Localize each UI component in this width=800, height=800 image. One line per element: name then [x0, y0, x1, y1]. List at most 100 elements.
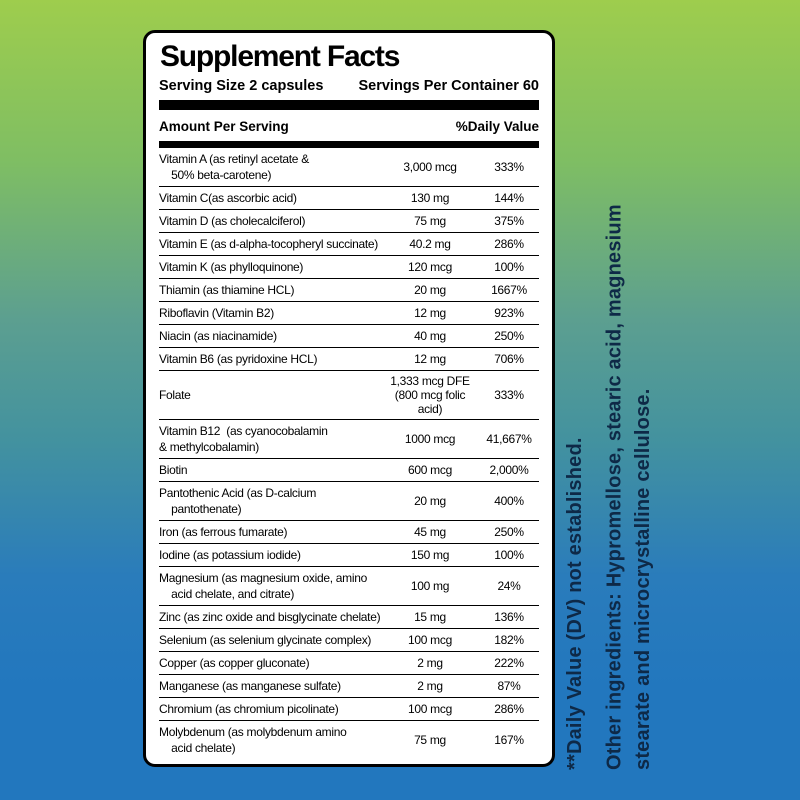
nutrient-row: Zinc (as zinc oxide and bisglycinate che… — [159, 605, 539, 628]
nutrient-amount: 100 mg — [410, 579, 450, 594]
nutrient-name: Vitamin K (as phylloquinone) — [159, 260, 304, 275]
nutrient-row: Magnesium (as magnesium oxide, amino aci… — [159, 566, 539, 605]
nutrient-daily-value: 250% — [494, 329, 524, 344]
servings-per-container-text: Servings Per Container 60 — [358, 78, 539, 95]
nutrient-daily-value: 2,000% — [489, 463, 529, 478]
nutrient-amount: 1,333 mcg DFE (800 mcg folic acid) — [390, 374, 470, 417]
nutrient-amount: 75 mg — [414, 214, 446, 229]
thick-divider-bar — [159, 100, 539, 111]
nutrient-row: Selenium (as selenium glycinate complex)… — [159, 628, 539, 651]
nutrient-amount: 2 mg — [417, 679, 443, 694]
nutrient-name: Thiamin (as thiamine HCL) — [159, 283, 295, 298]
nutrient-daily-value: 222% — [494, 656, 524, 671]
nutrient-daily-value: 24% — [497, 579, 521, 594]
nutrient-name: Chromium (as chromium picolinate) — [159, 702, 339, 717]
nutrient-daily-value: 333% — [494, 160, 524, 175]
nutrient-name: Iodine (as potassium iodide) — [159, 548, 301, 563]
nutrient-amount: 12 mg — [414, 306, 446, 321]
nutrient-daily-value: 136% — [494, 610, 524, 625]
nutrient-daily-value: 286% — [494, 702, 524, 717]
table-header-row: Amount Per Serving %Daily Value — [159, 118, 539, 137]
nutrient-daily-value: 100% — [494, 260, 524, 275]
nutrient-row: Iron (as ferrous fumarate) 45 mg 250% — [159, 520, 539, 543]
nutrient-amount: 1000 mcg — [404, 432, 456, 447]
serving-info-row: Serving Size 2 capsules Servings Per Con… — [159, 78, 539, 94]
nutrient-row: Biotin 600 mcg 2,000% — [159, 458, 539, 481]
nutrient-name: Vitamin E (as d-alpha-tocopheryl succina… — [159, 237, 378, 252]
daily-value-footnote: **Daily Value (DV) not established. — [564, 437, 586, 770]
daily-value-header: %Daily Value — [455, 119, 539, 135]
nutrient-row: Pantothenic Acid (as D-calcium pantothen… — [159, 481, 539, 520]
nutrient-daily-value: 400% — [494, 494, 524, 509]
nutrient-daily-value: 167% — [494, 733, 524, 748]
side-notes: **Daily Value (DV) not established. Othe… — [561, 24, 676, 770]
nutrient-daily-value: 100% — [494, 548, 524, 563]
nutrient-row: Folate 1,333 mcg DFE (800 mcg folic acid… — [159, 370, 539, 419]
nutrient-row: Niacin (as niacinamide) 40 mg 250% — [159, 324, 539, 347]
nutrient-row: Chromium (as chromium picolinate) 100 mc… — [159, 697, 539, 720]
nutrient-daily-value: 706% — [494, 352, 524, 367]
nutrient-daily-value: 41,667% — [486, 432, 532, 447]
nutrient-name: Zinc (as zinc oxide and bisglycinate che… — [159, 610, 381, 625]
nutrient-daily-value: 375% — [494, 214, 524, 229]
nutrient-amount: 12 mg — [414, 352, 446, 367]
nutrient-amount: 600 mcg — [408, 463, 452, 478]
nutrient-row: Vitamin C(as ascorbic acid) 130 mg 144% — [159, 186, 539, 209]
nutrient-row: Riboflavin (Vitamin B2) 12 mg 923% — [159, 301, 539, 324]
nutrient-amount: 120 mcg — [408, 260, 452, 275]
nutrient-row: Vitamin D (as cholecalciferol) 75 mg 375… — [159, 209, 539, 232]
nutrient-daily-value: 286% — [494, 237, 524, 252]
nutrient-amount: 100 mcg — [408, 702, 452, 717]
nutrient-name: Vitamin B6 (as pyridoxine HCL) — [159, 352, 318, 367]
nutrient-amount: 40.2 mg — [409, 237, 451, 252]
nutrient-daily-value: 87% — [497, 679, 521, 694]
nutrient-name: Iron (as ferrous fumarate) — [159, 525, 288, 540]
nutrient-name: Biotin — [159, 463, 188, 478]
nutrient-row: Vitamin B6 (as pyridoxine HCL) 12 mg 706… — [159, 347, 539, 370]
nutrient-amount: 3,000 mcg — [403, 160, 457, 175]
nutrient-row: Iodine (as potassium iodide) 150 mg 100% — [159, 543, 539, 566]
nutrient-row: Manganese (as manganese sulfate) 2 mg 87… — [159, 674, 539, 697]
nutrient-daily-value: 923% — [494, 306, 524, 321]
nutrient-row: Vitamin E (as d-alpha-tocopheryl succina… — [159, 232, 539, 255]
nutrient-amount: 20 mg — [414, 494, 446, 509]
medium-divider-bar — [159, 141, 539, 149]
nutrient-daily-value: 1667% — [491, 283, 527, 298]
supplement-facts-panel: Supplement Facts Serving Size 2 capsules… — [143, 30, 555, 767]
nutrient-name: Molybdenum (as molybdenum amino acid che… — [159, 725, 347, 756]
nutrient-amount: 100 mcg — [408, 633, 452, 648]
nutrient-name: Vitamin C(as ascorbic acid) — [159, 191, 297, 206]
nutrient-amount: 40 mg — [414, 329, 446, 344]
nutrient-amount: 15 mg — [414, 610, 446, 625]
nutrient-name: Folate — [159, 388, 191, 403]
nutrient-row: Vitamin K (as phylloquinone) 120 mcg 100… — [159, 255, 539, 278]
nutrient-amount: 2 mg — [417, 656, 443, 671]
nutrient-row: Vitamin B12 (as cyanocobalamin & methylc… — [159, 419, 539, 458]
nutrient-amount: 75 mg — [414, 733, 446, 748]
nutrient-name: Niacin (as niacinamide) — [159, 329, 277, 344]
serving-size-text: Serving Size 2 capsules — [159, 78, 324, 95]
nutrient-row: Molybdenum (as molybdenum amino acid che… — [159, 720, 539, 759]
nutrient-name: Vitamin D (as cholecalciferol) — [159, 214, 306, 229]
nutrient-name: Riboflavin (Vitamin B2) — [159, 306, 274, 321]
nutrient-name: Manganese (as manganese sulfate) — [159, 679, 341, 694]
nutrient-name: Magnesium (as magnesium oxide, amino aci… — [159, 571, 367, 602]
nutrient-row: Vitamin A (as retinyl acetate & 50% beta… — [159, 148, 539, 186]
nutrient-daily-value: 182% — [494, 633, 524, 648]
nutrient-amount: 130 mg — [410, 191, 450, 206]
nutrient-daily-value: 250% — [494, 525, 524, 540]
nutrient-name: Selenium (as selenium glycinate complex) — [159, 633, 372, 648]
nutrient-name: Vitamin A (as retinyl acetate & 50% beta… — [159, 152, 309, 183]
nutrient-table: Vitamin A (as retinyl acetate & 50% beta… — [159, 148, 539, 759]
nutrient-daily-value: 333% — [494, 388, 524, 403]
nutrient-name: Copper (as copper gluconate) — [159, 656, 310, 671]
nutrient-name: Vitamin B12 (as cyanocobalamin & methylc… — [159, 424, 328, 455]
nutrient-name: Pantothenic Acid (as D-calcium pantothen… — [159, 486, 317, 517]
nutrient-amount: 150 mg — [410, 548, 450, 563]
amount-per-serving-header: Amount Per Serving — [159, 119, 289, 135]
nutrient-daily-value: 144% — [494, 191, 524, 206]
nutrient-row: Copper (as copper gluconate) 2 mg 222% — [159, 651, 539, 674]
nutrient-row: Thiamin (as thiamine HCL) 20 mg 1667% — [159, 278, 539, 301]
panel-title: Supplement Facts — [160, 40, 400, 73]
other-ingredients-text: Other ingredients: Hypromellose, stearic… — [603, 204, 654, 770]
